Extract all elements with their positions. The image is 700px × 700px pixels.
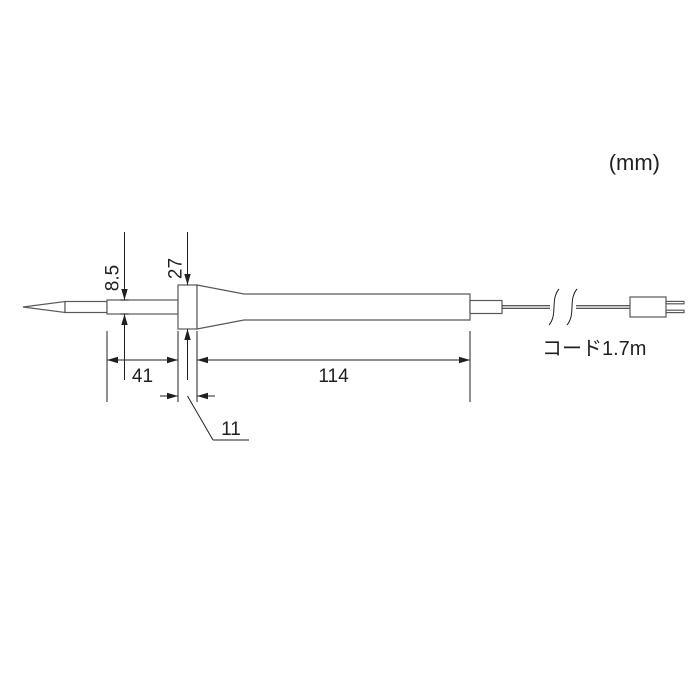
arrowhead: [184, 329, 190, 340]
arrowhead: [167, 357, 178, 363]
arrowhead: [121, 314, 127, 325]
arrowhead: [459, 357, 470, 363]
plug-prong: [666, 301, 684, 303]
dimension-value: 8.5: [103, 265, 124, 291]
arrowhead: [197, 357, 208, 363]
arrowhead: [197, 393, 208, 399]
break-mark: [549, 289, 559, 325]
plug-prong: [666, 310, 684, 312]
strain-relief: [470, 301, 502, 314]
plug-body: [630, 297, 666, 317]
arrowhead: [107, 357, 118, 363]
cord-label: コード1.7m: [542, 338, 646, 360]
handle-body: [197, 285, 470, 329]
arrowhead: [167, 393, 178, 399]
shaft-front: [65, 302, 107, 313]
break-mark: [567, 289, 577, 325]
dimension-value: 41: [132, 366, 153, 387]
technical-drawing: (mm) 8.5 27 41 114 11 コード1.7m: [0, 0, 700, 700]
dimension-value: 11: [221, 419, 241, 440]
leader-line: [188, 396, 214, 440]
dimension-value: 114: [318, 366, 349, 387]
shaft-narrow: [107, 300, 178, 314]
dimension-value: 27: [166, 258, 187, 279]
unit-label: (mm): [609, 150, 660, 175]
collar: [178, 285, 197, 329]
tip-outline: [23, 302, 65, 313]
